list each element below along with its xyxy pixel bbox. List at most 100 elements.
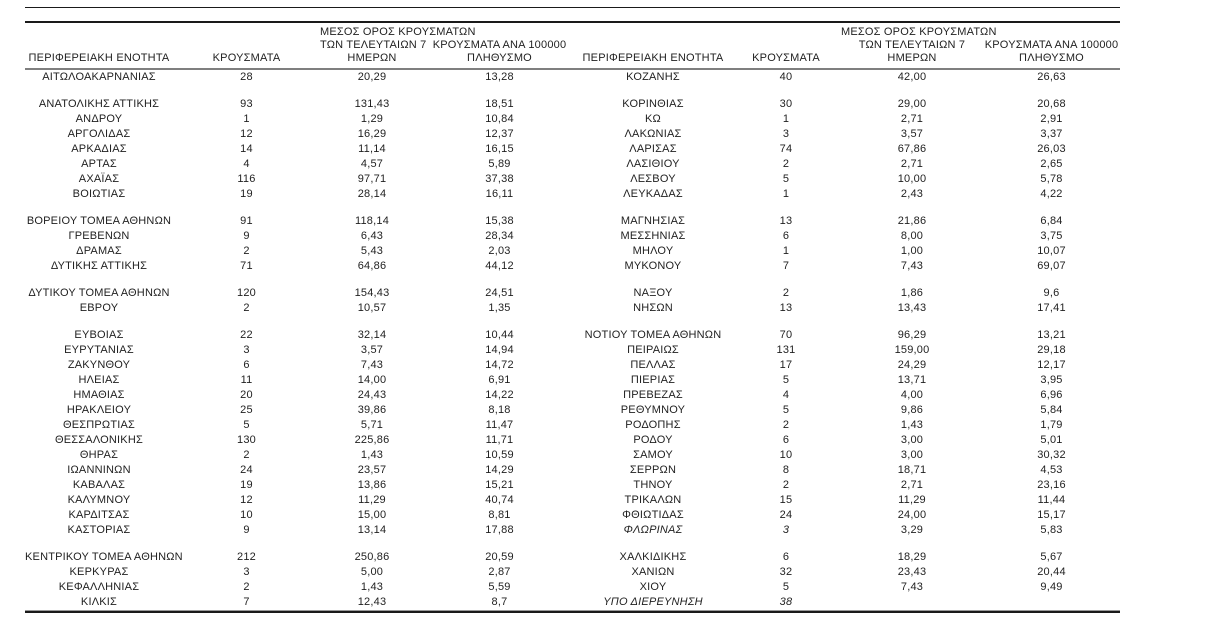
avg7-cell-right: 42,00 [897, 71, 927, 83]
avg7-cell-left: 1,43 [360, 581, 384, 593]
avg7-cell-left: 5,71 [360, 419, 384, 431]
cases-cell-left: 2 [243, 581, 250, 593]
avg7-cell-left: 24,43 [357, 389, 387, 401]
avg7-cell-right: 96,29 [897, 329, 927, 341]
cases-cell-left: 5 [243, 419, 250, 431]
per100k-cell-left: 28,34 [485, 230, 514, 242]
cases-cell-right: 40 [779, 71, 793, 83]
per100k-cell-right: 6,96 [1040, 389, 1063, 401]
region-name-cell-left: ΚΕΝΤΡΙΚΟΥ ΤΟΜΕΑ ΑΘΗΝΩΝ [25, 551, 183, 563]
per100k-cell-left: 15,38 [485, 215, 514, 227]
avg7-cell-left: 64,86 [357, 260, 387, 272]
per100k-cell-right: 3,95 [1040, 374, 1063, 386]
region-name-cell-right: ΜΕΣΣΗΝΙΑΣ [620, 230, 686, 242]
region-name-cell-right: ΛΕΥΚΑΔΑΣ [623, 188, 683, 200]
col-header-per100k-line1: ΚΡΟΥΣΜΑΤΑ ΑΝΑ 100000 [984, 39, 1119, 51]
region-name-cell-left: ΕΥΒΟΙΑΣ [74, 329, 124, 341]
region-name-cell-right: ΥΠΟ ΔΙΕΡΕΥΝΗΣΗ [603, 596, 703, 608]
per100k-cell-left: 10,59 [485, 449, 514, 461]
avg7-cell-right: 13,43 [897, 302, 927, 314]
region-name-cell-left: ΘΗΡΑΣ [79, 449, 119, 461]
cases-cell-left: 25 [240, 404, 253, 416]
region-name-cell-right: ΦΘΙΩΤΙΔΑΣ [622, 509, 684, 521]
per100k-cell-left: 16,11 [485, 188, 514, 200]
per100k-cell-left: 2,87 [488, 566, 511, 578]
per100k-cell-left: 17,88 [485, 524, 514, 536]
cases-cell-left: 91 [240, 215, 253, 227]
per100k-cell-left: 13,28 [485, 71, 514, 83]
per100k-cell-right: 15,17 [1037, 509, 1066, 521]
table-row: ΚΕΝΤΡΙΚΟΥ ΤΟΜΕΑ ΑΘΗΝΩΝ 212 250,86 20,59 ΧΑΛΚ… [25, 550, 1120, 565]
region-name-cell-left: ΗΡΑΚΛΕΙΟΥ [66, 404, 132, 416]
region-name-cell-right: ΜΑΓΝΗΣΙΑΣ [620, 215, 686, 227]
spacer-cell [25, 202, 1120, 214]
table-row: ΘΗΡΑΣ 2 1,43 10,59 ΣΑΜΟΥ 10 3,00 30,32 [25, 448, 1120, 463]
col-header-cases-left: ΚΡΟΥΣΜΑΤΑ [173, 23, 320, 70]
avg7-cell-left: 118,14 [354, 215, 390, 227]
per100k-cell-right: 4,53 [1040, 464, 1063, 476]
region-name-cell-right: ΣΕΡΡΩΝ [629, 464, 677, 476]
region-name-cell-right: ΝΑΞΟΥ [633, 287, 673, 299]
avg7-cell-right: 21,86 [897, 215, 927, 227]
table-row: ΒΟΙΩΤΙΑΣ 19 28,14 16,11 ΛΕΥΚΑΔΑΣ 1 2,43 4,22 [25, 187, 1120, 202]
table-row: ΔΥΤΙΚΟΥ ΤΟΜΕΑ ΑΘΗΝΩΝ 120 154,43 24,51 ΝΑΞΟΥ 2… [25, 286, 1120, 301]
per100k-cell-left: 24,51 [485, 287, 514, 299]
per100k-cell-left: 5,89 [488, 158, 511, 170]
cases-cell-right: 13 [779, 302, 793, 314]
region-name-cell-right: ΣΑΜΟΥ [633, 449, 673, 461]
avg7-cell-right: 1,43 [900, 419, 924, 431]
avg7-cell-right: 67,86 [897, 143, 927, 155]
region-name-cell-right: ΧΑΛΚΙΔΙΚΗΣ [619, 551, 687, 563]
per100k-cell-right: 6,84 [1040, 215, 1063, 227]
per100k-cell-right: 11,44 [1037, 494, 1066, 506]
cases-cell-right: 5 [782, 581, 790, 593]
per100k-cell-right: 12,17 [1037, 359, 1066, 371]
region-name-cell-right: ΠΕΛΛΑΣ [630, 359, 676, 371]
per100k-cell-right: 2,91 [1040, 113, 1063, 125]
cases-cell-right: 70 [779, 329, 793, 341]
table-row: ΚΑΡΔΙΤΣΑΣ 10 15,00 8,81 ΦΘΙΩΤΙΔΑΣ 24 24,00 15,1… [25, 508, 1120, 523]
table-row: ΚΕΦΑΛΛΗΝΙΑΣ 2 1,43 5,59 ΧΙΟΥ 5 7,43 9,49 [25, 580, 1120, 595]
table-row: ΑΙΤΩΛΟΑΚΑΡΝΑΝΙΑΣ 28 20,29 13,28 ΚΟΖΑΝΗΣ 40 42,… [25, 69, 1120, 85]
col-header-avg7-line1: ΜΕΣΟΣ ΟΡΟΣ ΚΡΟΥΣΜΑΤΩΝ [841, 26, 997, 38]
cases-cell-right: 4 [782, 389, 790, 401]
per100k-cell-left: 14,29 [485, 464, 514, 476]
cases-cell-left: 3 [243, 566, 250, 578]
table-row: ΑΝΑΤΟΛΙΚΗΣ ΑΤΤΙΚΗΣ 93 131,43 18,51 ΚΟΡΙΝΘΙΑΣ… [25, 97, 1120, 112]
avg7-cell-right: 2,43 [900, 188, 924, 200]
cases-cell-left: 2 [243, 449, 250, 461]
avg7-cell-left: 11,29 [358, 494, 386, 506]
per100k-cell-left: 14,72 [485, 359, 514, 371]
avg7-cell-right: 2,71 [900, 479, 924, 491]
region-name-cell-left: ΗΛΕΙΑΣ [78, 374, 120, 386]
region-name-cell-right: ΤΗΝΟΥ [633, 479, 673, 491]
spacer-cell [25, 538, 1120, 550]
region-name-cell-left: ΒΟΡΕΙΟΥ ΤΟΜΕΑ ΑΘΗΝΩΝ [26, 215, 172, 227]
per100k-cell-right: 26,03 [1037, 143, 1066, 155]
col-header-cases-right: ΚΡΟΥΣΜΑΤΑ [731, 23, 841, 70]
cases-table: ΠΕΡΙΦΕΡΕΙΑΚΗ ΕΝΟΤΗΤΑ ΚΡΟΥΣΜΑΤΑ ΜΕΣΟΣ ΟΡΟ… [25, 23, 1120, 610]
cases-cell-right: 5 [782, 374, 790, 386]
per100k-cell-right: 5,83 [1040, 524, 1063, 536]
table-body: ΑΙΤΩΛΟΑΚΑΡΝΑΝΙΑΣ 28 20,29 13,28 ΚΟΖΑΝΗΣ 40 42,… [25, 69, 1120, 610]
col-header-region-right: ΠΕΡΙΦΕΡΕΙΑΚΗ ΕΝΟΤΗΤΑ [575, 23, 731, 70]
table-row: ΗΡΑΚΛΕΙΟΥ 25 39,86 8,18 ΡΕΘΥΜΝΟΥ 5 9,86 5,84 [25, 403, 1120, 418]
avg7-cell-left: 11,14 [358, 143, 386, 155]
cases-cell-left: 10 [240, 509, 253, 521]
region-name-cell-left: ΗΜΑΘΙΑΣ [73, 389, 125, 401]
region-name-cell-left: ΚΑΣΤΟΡΙΑΣ [67, 524, 131, 536]
avg7-cell-left: 97,71 [357, 173, 387, 185]
avg7-cell-left: 32,14 [357, 329, 387, 341]
cases-cell-right: 1 [782, 113, 790, 125]
region-name-cell-left: ΙΩΑΝΝΙΝΩΝ [67, 464, 131, 476]
avg7-cell-left: 16,29 [357, 128, 387, 140]
region-name-cell-left: ΑΙΤΩΛΟΑΚΑΡΝΑΝΙΑΣ [42, 71, 156, 83]
section-spacer-row [25, 316, 1120, 328]
region-name-cell-left: ΘΕΣΣΑΛΟΝΙΚΗΣ [55, 434, 143, 446]
region-name-cell-right: ΛΑΡΙΣΑΣ [629, 143, 677, 155]
per100k-cell-right: 23,16 [1037, 479, 1066, 491]
avg7-cell-right: 10,00 [897, 173, 927, 185]
cases-cell-left: 11 [240, 374, 253, 386]
cases-cell-right: 6 [782, 230, 790, 242]
